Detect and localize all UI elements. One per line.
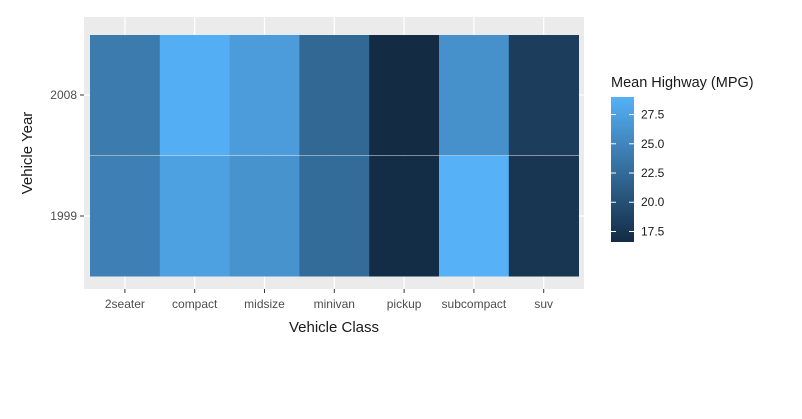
heatmap-tile: [439, 35, 510, 156]
legend-title: Mean Highway (MPG): [611, 75, 754, 91]
x-tick-label: subcompact: [442, 297, 507, 311]
heatmap-tile: [159, 156, 230, 277]
y-axis: 1999 2008: [50, 88, 84, 223]
heatmap-tile: [369, 156, 440, 277]
heatmap-tile: [439, 156, 510, 277]
heatmap-tiles: [90, 35, 579, 277]
heatmap-tile: [299, 156, 370, 277]
x-tick-label: 2seater: [105, 297, 145, 311]
y-tick-label: 2008: [50, 88, 77, 102]
legend-tick-label: 20.0: [641, 195, 665, 209]
heatmap-tile: [90, 156, 161, 277]
heatmap-tile: [508, 156, 579, 277]
legend-colorbar: [611, 97, 634, 242]
x-tick-label: suv: [534, 297, 553, 311]
color-legend: Mean Highway (MPG) 17.5 20.0 22.5 25.0 27.5: [611, 75, 754, 242]
y-axis-title: Vehicle Year: [19, 112, 36, 195]
legend-tick-label: 22.5: [641, 166, 665, 180]
heatmap-tile: [159, 35, 230, 156]
legend-tick-label: 27.5: [641, 108, 665, 122]
heatmap-tile: [369, 35, 440, 156]
x-axis: 2seater compact midsize minivan pickup subcom…: [105, 289, 553, 311]
x-tick-label: pickup: [387, 297, 422, 311]
x-tick-label: compact: [172, 297, 218, 311]
heatmap-tile: [229, 156, 300, 277]
heatmap-tile: [508, 35, 579, 156]
legend-tick-label: 17.5: [641, 224, 665, 238]
heatmap-tile: [90, 35, 161, 156]
x-tick-label: minivan: [314, 297, 355, 311]
x-tick-label: midsize: [244, 297, 285, 311]
legend-ticks: 17.5 20.0 22.5 25.0 27.5: [611, 108, 665, 238]
y-tick-label: 1999: [50, 209, 77, 223]
legend-tick-label: 25.0: [641, 137, 665, 151]
x-axis-title: Vehicle Class: [289, 319, 379, 336]
heatmap-tile: [229, 35, 300, 156]
heatmap-tile: [299, 35, 370, 156]
